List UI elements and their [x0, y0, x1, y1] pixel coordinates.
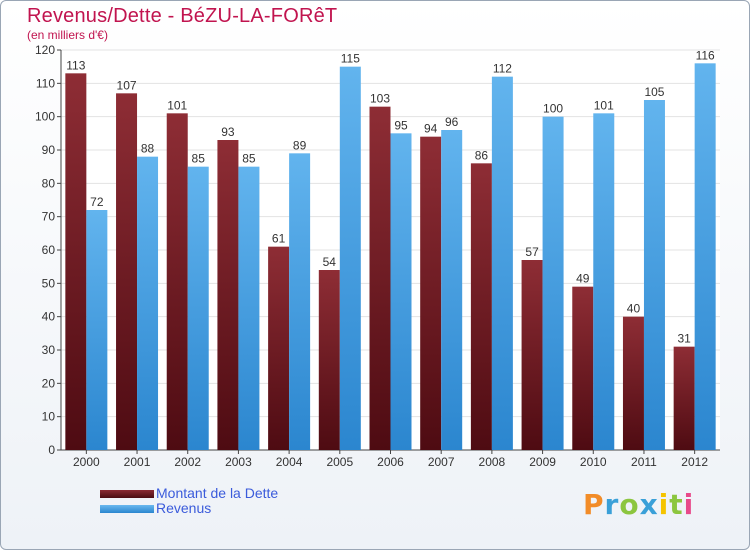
logo-letter: r: [604, 488, 620, 521]
x-tick-label: 2002: [174, 455, 201, 469]
bar-dette: [622, 316, 644, 450]
data-label: 100: [543, 102, 563, 116]
x-tick-label: 2007: [428, 455, 455, 469]
data-label: 101: [594, 98, 614, 112]
y-tick-label: 120: [35, 43, 55, 57]
y-tick-label: 20: [42, 376, 56, 390]
bar-revenus: [137, 156, 159, 450]
logo-letter: t: [669, 488, 684, 521]
data-label: 115: [341, 52, 360, 66]
bar-dette: [572, 286, 594, 450]
data-label: 105: [644, 85, 664, 99]
bar-revenus: [694, 63, 716, 450]
bar-revenus: [491, 76, 513, 451]
y-tick-label: 70: [42, 210, 56, 224]
data-label: 31: [677, 332, 691, 346]
data-label: 85: [192, 152, 206, 166]
x-tick-label: 2001: [124, 455, 151, 469]
logo-letter: i: [658, 488, 670, 521]
y-tick-label: 80: [42, 176, 56, 190]
bar-revenus: [441, 130, 463, 450]
data-label: 49: [576, 272, 590, 286]
logo-letter: x: [639, 488, 659, 521]
bar-revenus: [289, 153, 311, 451]
legend-label-revenus: Revenus: [156, 500, 212, 516]
bar-revenus: [238, 166, 260, 450]
legend-label-dette: Montant de la Dette: [156, 485, 279, 501]
bar-dette: [369, 106, 391, 451]
legend-swatch-revenus: [100, 505, 154, 513]
bar-dette: [166, 113, 188, 450]
bar-dette: [217, 140, 239, 450]
x-tick-label: 2012: [681, 455, 708, 469]
bar-dette: [673, 346, 695, 450]
data-label: 72: [90, 195, 104, 209]
data-label: 54: [323, 255, 337, 269]
bar-revenus: [643, 100, 665, 450]
bar-dette: [318, 270, 340, 450]
bar-dette: [65, 73, 87, 450]
data-label: 61: [272, 232, 286, 246]
x-tick-label: 2006: [377, 455, 404, 469]
data-label: 116: [696, 48, 715, 62]
data-label: 88: [141, 142, 155, 156]
data-label: 112: [493, 62, 512, 76]
x-tick-label: 2008: [479, 455, 506, 469]
y-tick-label: 30: [42, 343, 56, 357]
bar-dette: [521, 260, 543, 450]
x-tick-label: 2004: [276, 455, 303, 469]
data-label: 93: [221, 125, 235, 139]
data-label: 96: [445, 115, 459, 129]
data-label: 86: [475, 148, 489, 162]
data-label: 107: [117, 78, 137, 92]
logo-letter: i: [683, 488, 695, 521]
y-tick-label: 40: [42, 310, 56, 324]
bar-dette: [268, 246, 290, 450]
y-tick-label: 10: [42, 410, 56, 424]
x-tick-label: 2010: [580, 455, 607, 469]
bar-dette: [470, 163, 492, 451]
y-tick-label: 60: [42, 243, 56, 257]
x-tick-label: 2005: [326, 455, 353, 469]
bar-revenus: [390, 133, 412, 451]
bar-dette: [116, 93, 138, 450]
proxiti-logo: Proxiti: [583, 488, 694, 521]
page-title: Revenus/Dette - BéZU-LA-FORêT: [27, 5, 338, 27]
page-subtitle: (en milliers d'€): [27, 28, 108, 42]
y-tick-label: 110: [36, 76, 55, 90]
bar-dette: [420, 136, 442, 450]
y-tick-label: 90: [42, 143, 56, 157]
data-label: 94: [424, 122, 438, 136]
data-label: 85: [242, 152, 256, 166]
bar-revenus: [187, 166, 209, 450]
bar-revenus: [542, 116, 564, 451]
y-tick-label: 0: [48, 443, 55, 457]
x-tick-label: 2000: [73, 455, 100, 469]
data-label: 57: [525, 245, 539, 259]
x-tick-label: 2003: [225, 455, 252, 469]
y-tick-label: 50: [42, 276, 56, 290]
data-label: 113: [66, 58, 85, 72]
logo-letter: o: [619, 488, 640, 521]
y-tick-label: 100: [35, 110, 55, 124]
bar-revenus: [86, 210, 108, 450]
x-tick-label: 2009: [529, 455, 556, 469]
data-label: 101: [167, 98, 187, 112]
legend-swatch-dette: [100, 490, 154, 498]
bar-revenus: [593, 113, 615, 450]
data-label: 95: [394, 118, 408, 132]
bar-revenus: [339, 66, 361, 451]
x-tick-label: 2011: [631, 455, 657, 469]
data-label: 103: [370, 92, 390, 106]
data-label: 40: [627, 302, 641, 316]
logo-letter: P: [583, 488, 605, 521]
data-label: 89: [293, 138, 307, 152]
